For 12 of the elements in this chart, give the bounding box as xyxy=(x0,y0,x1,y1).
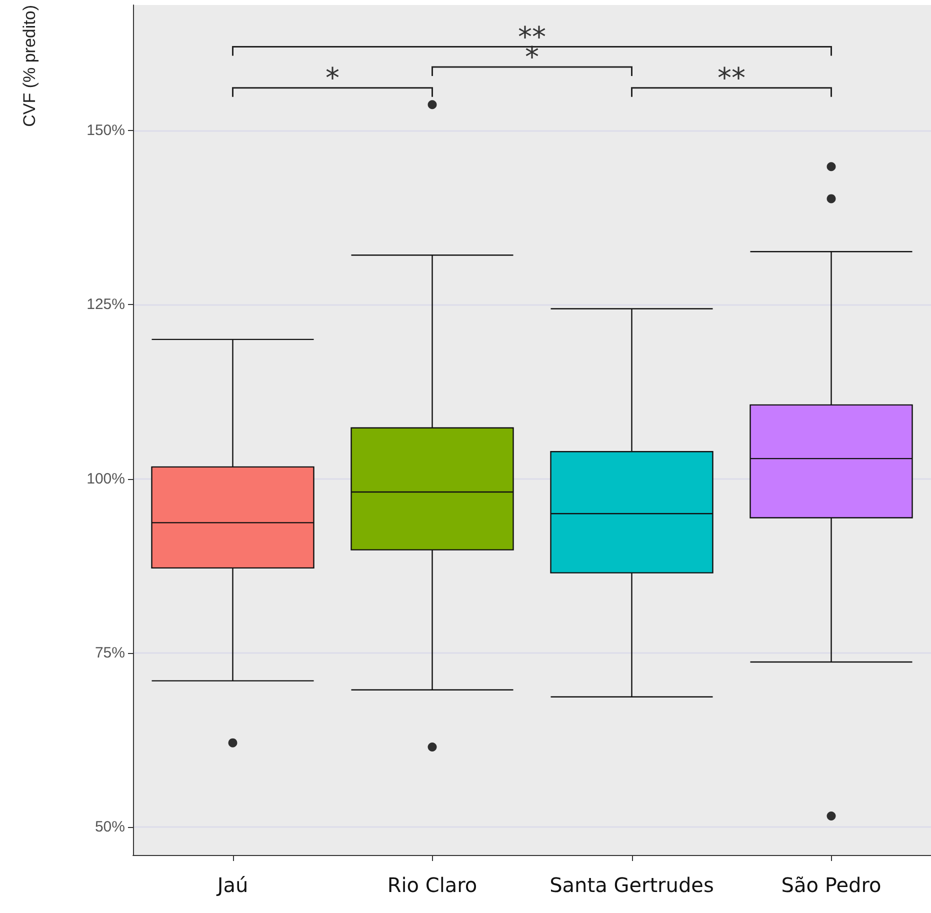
x-tick-label: Jaú xyxy=(215,873,248,897)
y-axis-title: CVF (% predito) xyxy=(20,5,39,127)
y-tick-label: 75% xyxy=(94,644,125,662)
x-tick-label: Rio Claro xyxy=(387,873,478,897)
annotation: ** xyxy=(718,61,746,94)
y-tick-label: 50% xyxy=(94,818,125,836)
y-tick-label: 100% xyxy=(86,470,125,488)
x-tick-label: São Pedro xyxy=(781,873,882,897)
x-tick-label: Santa Gertrudes xyxy=(550,873,714,897)
annotation: * xyxy=(326,61,340,94)
y-tick-label: 150% xyxy=(86,122,125,139)
y-tick-label: 125% xyxy=(86,296,125,314)
